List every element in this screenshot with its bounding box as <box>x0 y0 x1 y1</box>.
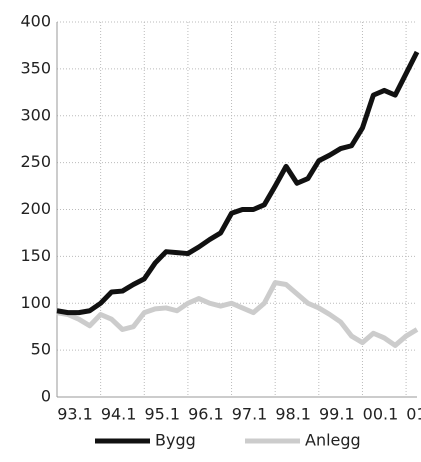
y-tick-label: 100 <box>20 293 51 312</box>
y-tick-label: 150 <box>20 246 51 265</box>
y-tick-label: 400 <box>20 12 51 31</box>
x-tick-label: 01.1 <box>406 405 421 424</box>
series-line <box>56 50 420 316</box>
y-tick-label: 300 <box>20 105 51 124</box>
x-tick-label: 96.1 <box>188 405 224 424</box>
series-line <box>56 280 419 348</box>
legend-label: Bygg <box>155 431 196 450</box>
y-tick-label: 350 <box>20 58 51 77</box>
y-tick-label: 200 <box>20 199 51 218</box>
x-tick-label: 97.1 <box>232 405 268 424</box>
y-tick-label: 50 <box>31 340 51 359</box>
y-tick-label: 0 <box>41 387 51 406</box>
legend-label: Anlegg <box>305 431 361 450</box>
x-tick-label: 98.1 <box>275 405 311 424</box>
x-tick-label: 99.1 <box>319 405 355 424</box>
y-tick-label: 250 <box>20 152 51 171</box>
x-tick-label: 95.1 <box>144 405 180 424</box>
x-tick-label: 00.1 <box>363 405 399 424</box>
x-tick-label: 93.1 <box>57 405 93 424</box>
x-tick-label: 94.1 <box>101 405 137 424</box>
